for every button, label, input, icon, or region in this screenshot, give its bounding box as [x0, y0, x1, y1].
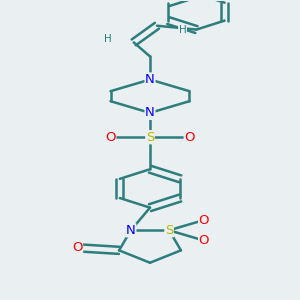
Text: N: N	[145, 73, 155, 86]
Text: O: O	[199, 234, 209, 247]
Text: S: S	[146, 131, 154, 144]
Text: N: N	[126, 224, 136, 237]
Text: N: N	[145, 106, 155, 119]
Text: S: S	[165, 224, 173, 237]
Text: O: O	[184, 131, 195, 144]
Text: O: O	[72, 241, 83, 254]
Text: O: O	[199, 214, 209, 226]
Text: O: O	[105, 131, 116, 144]
Text: H: H	[104, 34, 112, 44]
Text: H: H	[178, 25, 186, 34]
